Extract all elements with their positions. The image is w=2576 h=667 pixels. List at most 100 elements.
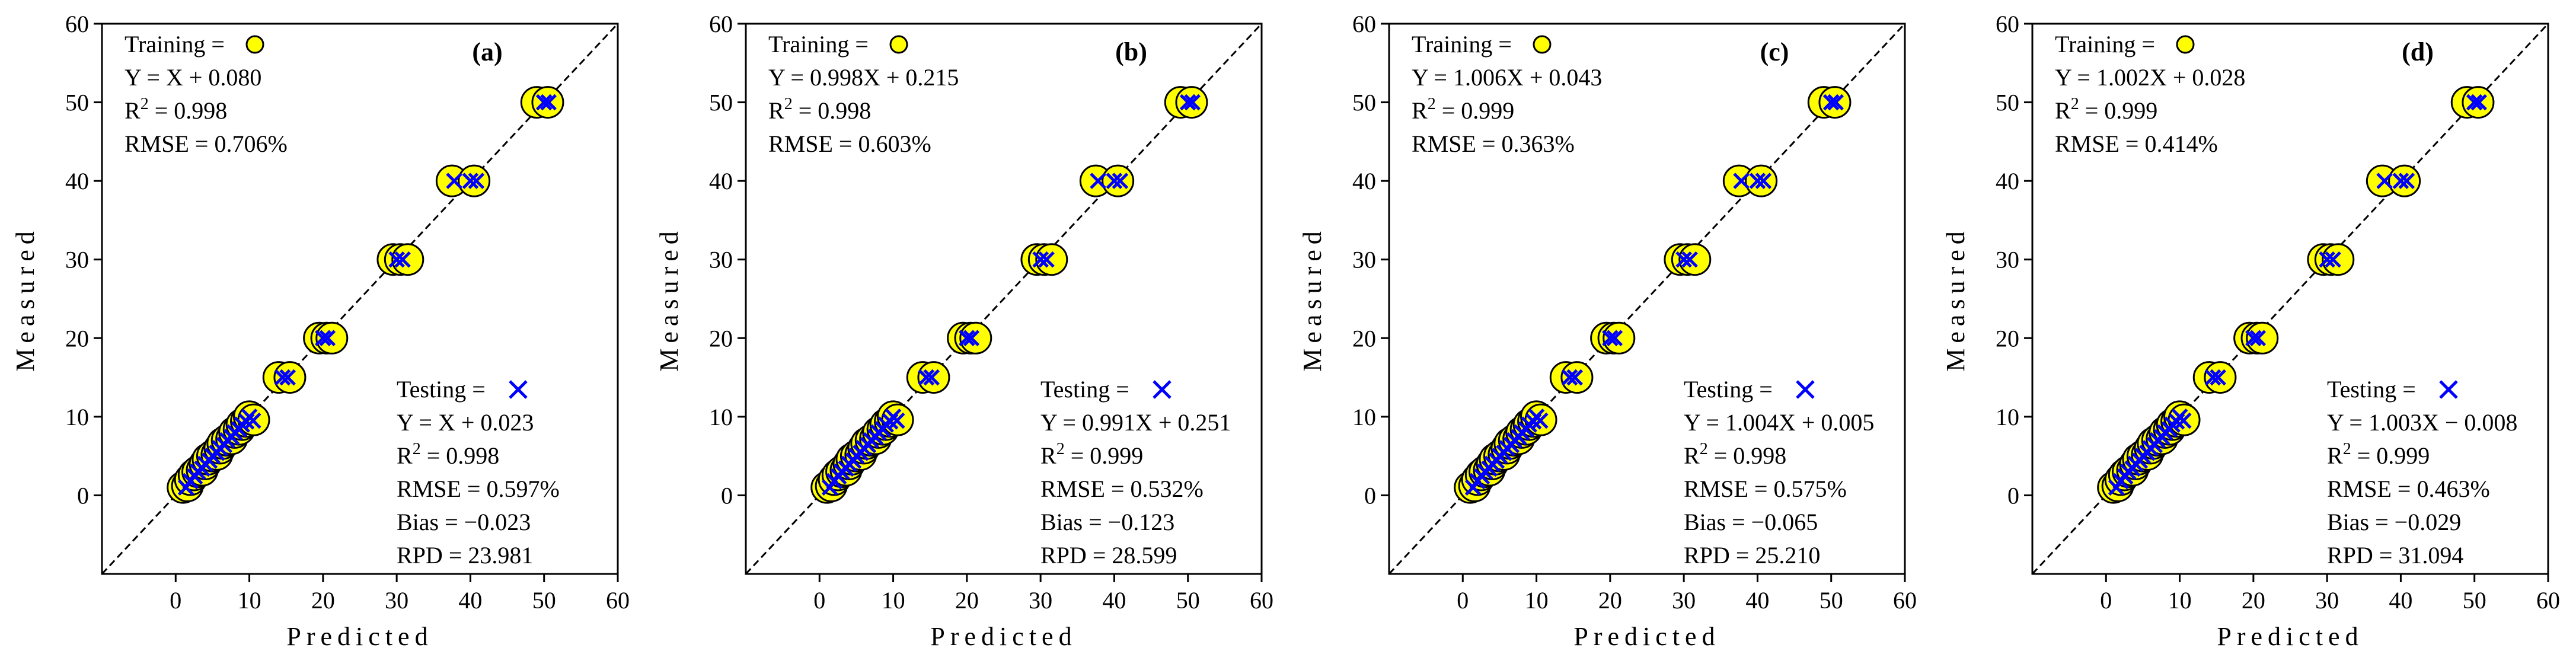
testing-point-stroke xyxy=(319,330,336,347)
training-legend-label: Training = xyxy=(125,31,225,58)
x-tick-label: 0 xyxy=(1457,587,1469,614)
testing-equation: Y = 0.991X + 0.251 xyxy=(1040,409,1231,436)
x-tick-label: 30 xyxy=(1672,587,1696,614)
testing-legend-stroke xyxy=(1796,380,1815,399)
x-tick-label: 20 xyxy=(311,587,335,614)
training-point xyxy=(458,164,491,197)
testing-point-stroke xyxy=(1561,369,1578,386)
training-legend-label: Training = xyxy=(2055,31,2155,58)
testing-point xyxy=(2466,94,2483,111)
y-tick-label: 50 xyxy=(1352,90,1376,116)
x-tick-label: 50 xyxy=(1820,587,1843,614)
testing-point-stroke xyxy=(1566,369,1583,386)
training-rmse: RMSE = 0.363% xyxy=(1412,130,1575,157)
y-tick-label: 60 xyxy=(1352,11,1376,37)
training-point xyxy=(1035,243,1068,276)
testing-point-stroke xyxy=(274,369,291,386)
testing-legend-marker xyxy=(1796,380,1815,399)
training-point xyxy=(1678,243,1712,276)
testing-point-stroke xyxy=(1749,173,1766,189)
x-tick-label: 10 xyxy=(882,587,905,614)
training-point xyxy=(2204,361,2237,394)
testing-point-stroke xyxy=(540,94,557,111)
testing-point-stroke xyxy=(1733,173,1750,189)
x-axis-title: Predicted xyxy=(930,622,1077,651)
testing-point xyxy=(540,94,557,111)
y-axis-title: Measured xyxy=(11,226,40,372)
testing-point xyxy=(2392,173,2409,189)
testing-point xyxy=(1749,173,1766,189)
testing-bias: Bias = −0.023 xyxy=(397,509,531,535)
testing-point-stroke xyxy=(2175,412,2192,429)
testing-point-stroke xyxy=(1184,94,1201,111)
testing-point xyxy=(1606,330,1623,347)
training-r2-value: = 0.998 xyxy=(149,97,228,124)
x-tick-label: 10 xyxy=(1525,587,1549,614)
testing-point-stroke xyxy=(1755,173,1772,189)
testing-rmse: RMSE = 0.597% xyxy=(397,475,560,502)
testing-point xyxy=(394,251,411,268)
y-tick-label: 60 xyxy=(1996,11,2019,37)
testing-point xyxy=(918,369,935,386)
y-tick-label: 30 xyxy=(65,247,89,273)
y-tick-label: 40 xyxy=(1352,168,1376,194)
testing-equation: Y = X + 0.023 xyxy=(397,409,534,436)
testing-point-stroke xyxy=(446,173,462,189)
testing-point xyxy=(279,369,296,386)
y-tick-label: 20 xyxy=(709,325,733,352)
y-axis-title: Measured xyxy=(655,226,684,372)
testing-point xyxy=(1532,412,1549,429)
training-r2-value: = 0.998 xyxy=(793,97,872,124)
training-equation: Y = 0.998X + 0.215 xyxy=(768,64,959,91)
testing-point-stroke xyxy=(462,173,479,189)
testing-point-stroke xyxy=(2470,94,2487,111)
testing-r2-value: = 0.998 xyxy=(421,442,500,469)
training-legend-label: Training = xyxy=(1412,31,1512,58)
chart-panel-1: 0 10 20 30 40 50 60 0 10 20 30 40 50 60 Predicted Measu… xyxy=(11,11,630,651)
testing-point xyxy=(1755,173,1772,189)
panel-label: (d) xyxy=(2402,37,2434,66)
testing-point xyxy=(1681,251,1698,268)
y-tick-label: 60 xyxy=(65,11,89,37)
x-axis-title: Predicted xyxy=(2217,622,2363,651)
testing-point xyxy=(2398,173,2415,189)
x-tick-label: 60 xyxy=(1893,587,1917,614)
y-axis-title: Measured xyxy=(1941,226,1970,372)
training-point xyxy=(2388,164,2421,197)
testing-legend-label: Testing = xyxy=(2327,376,2416,403)
testing-legend-label: Testing = xyxy=(397,376,486,403)
testing-r2: R2 = 0.999 xyxy=(1040,440,1143,469)
x-tick-label: 30 xyxy=(385,587,408,614)
y-tick-label: 50 xyxy=(709,90,733,116)
testing-r2: R2 = 0.999 xyxy=(2327,440,2430,469)
testing-point-stroke xyxy=(1681,251,1698,268)
testing-point xyxy=(1112,173,1129,189)
testing-r2-value: = 0.999 xyxy=(1065,442,1144,469)
testing-rmse: RMSE = 0.463% xyxy=(2327,475,2490,502)
testing-point-stroke xyxy=(388,251,405,268)
testing-legend-marker xyxy=(2439,380,2458,399)
testing-rmse: RMSE = 0.575% xyxy=(1684,475,1847,502)
x-tick-label: 0 xyxy=(170,587,181,614)
training-point xyxy=(315,321,349,355)
testing-point xyxy=(963,330,980,347)
training-legend-marker xyxy=(889,35,908,54)
y-tick-label: 10 xyxy=(1996,404,2019,430)
testing-point xyxy=(315,330,331,347)
testing-r2: R2 = 0.998 xyxy=(397,440,499,469)
training-equation: Y = X + 0.080 xyxy=(125,64,261,91)
training-legend-label: Training = xyxy=(768,31,869,58)
y-tick-label: 0 xyxy=(2007,482,2019,509)
training-r2-value: = 0.999 xyxy=(1436,97,1515,124)
x-tick-label: 30 xyxy=(1029,587,1052,614)
testing-point xyxy=(535,94,553,111)
testing-r2: R2 = 0.998 xyxy=(1684,440,1786,469)
training-point xyxy=(917,361,950,394)
x-tick-label: 60 xyxy=(606,587,630,614)
testing-equation: Y = 1.004X + 0.005 xyxy=(1684,409,1874,436)
testing-point xyxy=(2470,94,2487,111)
testing-point-stroke xyxy=(959,330,975,347)
testing-point-stroke xyxy=(2466,94,2483,111)
training-point xyxy=(2246,321,2279,355)
